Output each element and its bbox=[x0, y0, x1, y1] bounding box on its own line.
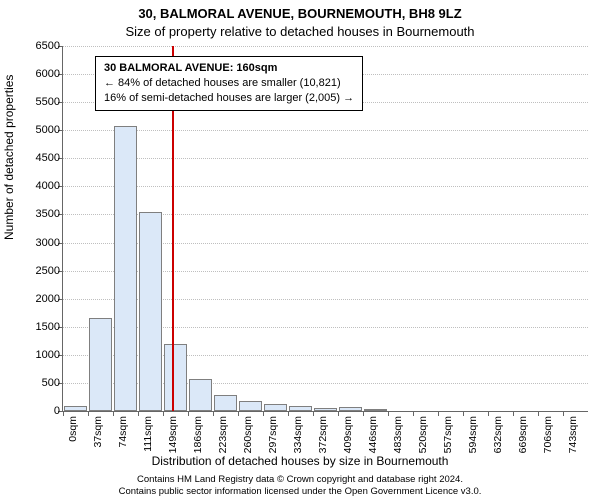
x-tick-label: 260sqm bbox=[242, 416, 254, 476]
grid-line bbox=[63, 186, 588, 187]
info-line-3: 16% of semi-detached houses are larger (… bbox=[104, 91, 354, 106]
x-tick-label: 149sqm bbox=[167, 416, 179, 476]
bar bbox=[89, 318, 112, 411]
x-tick-mark bbox=[538, 411, 539, 416]
x-tick-mark bbox=[263, 411, 264, 416]
x-tick-mark bbox=[63, 411, 64, 416]
y-axis-label: Number of detached properties bbox=[2, 75, 16, 240]
plot-area: 30 BALMORAL AVENUE: 160sqm ← 84% of deta… bbox=[62, 46, 588, 412]
y-tick-label: 6500 bbox=[20, 40, 60, 52]
footer: Contains HM Land Registry data © Crown c… bbox=[0, 474, 600, 498]
x-tick-mark bbox=[288, 411, 289, 416]
x-tick-label: 111sqm bbox=[142, 416, 154, 476]
x-tick-mark bbox=[438, 411, 439, 416]
grid-line bbox=[63, 130, 588, 131]
bar bbox=[314, 408, 337, 411]
bar bbox=[364, 409, 387, 411]
x-tick-label: 223sqm bbox=[217, 416, 229, 476]
bar bbox=[114, 126, 137, 411]
bar bbox=[164, 344, 187, 411]
x-tick-label: 594sqm bbox=[467, 416, 479, 476]
x-tick-mark bbox=[188, 411, 189, 416]
x-tick-label: 372sqm bbox=[317, 416, 329, 476]
x-tick-mark bbox=[563, 411, 564, 416]
x-tick-label: 297sqm bbox=[267, 416, 279, 476]
info-box: 30 BALMORAL AVENUE: 160sqm ← 84% of deta… bbox=[95, 56, 363, 111]
y-tick-label: 6000 bbox=[20, 68, 60, 80]
x-tick-mark bbox=[113, 411, 114, 416]
info-line-1: 30 BALMORAL AVENUE: 160sqm bbox=[104, 61, 354, 76]
x-tick-label: 706sqm bbox=[542, 416, 554, 476]
bar bbox=[64, 406, 87, 411]
bar bbox=[239, 401, 262, 411]
x-tick-label: 334sqm bbox=[292, 416, 304, 476]
x-tick-label: 0sqm bbox=[67, 416, 79, 476]
x-tick-label: 520sqm bbox=[417, 416, 429, 476]
y-tick-label: 4000 bbox=[20, 180, 60, 192]
x-tick-label: 483sqm bbox=[392, 416, 404, 476]
x-tick-label: 743sqm bbox=[567, 416, 579, 476]
x-tick-mark bbox=[313, 411, 314, 416]
x-tick-mark bbox=[338, 411, 339, 416]
x-tick-label: 632sqm bbox=[492, 416, 504, 476]
x-tick-label: 446sqm bbox=[367, 416, 379, 476]
x-tick-mark bbox=[513, 411, 514, 416]
x-tick-mark bbox=[138, 411, 139, 416]
y-tick-label: 5000 bbox=[20, 124, 60, 136]
grid-line bbox=[63, 158, 588, 159]
bar bbox=[289, 406, 312, 411]
title-main: 30, BALMORAL AVENUE, BOURNEMOUTH, BH8 9L… bbox=[0, 6, 600, 21]
info-line-2: ← 84% of detached houses are smaller (10… bbox=[104, 76, 354, 91]
x-tick-mark bbox=[238, 411, 239, 416]
y-tick-label: 5500 bbox=[20, 96, 60, 108]
x-tick-mark bbox=[388, 411, 389, 416]
x-tick-mark bbox=[413, 411, 414, 416]
x-tick-mark bbox=[488, 411, 489, 416]
chart-container: 30, BALMORAL AVENUE, BOURNEMOUTH, BH8 9L… bbox=[0, 0, 600, 500]
x-tick-label: 669sqm bbox=[517, 416, 529, 476]
y-tick-label: 3500 bbox=[20, 208, 60, 220]
bar bbox=[214, 395, 237, 411]
bar bbox=[339, 407, 362, 411]
y-tick-label: 1000 bbox=[20, 349, 60, 361]
y-tick-label: 1500 bbox=[20, 321, 60, 333]
x-tick-mark bbox=[163, 411, 164, 416]
grid-line bbox=[63, 46, 588, 47]
y-tick-label: 3000 bbox=[20, 237, 60, 249]
title-sub: Size of property relative to detached ho… bbox=[0, 24, 600, 39]
y-tick-label: 0 bbox=[20, 405, 60, 417]
x-tick-label: 409sqm bbox=[342, 416, 354, 476]
x-tick-mark bbox=[363, 411, 364, 416]
y-tick-label: 500 bbox=[20, 377, 60, 389]
x-tick-mark bbox=[88, 411, 89, 416]
x-tick-label: 557sqm bbox=[442, 416, 454, 476]
footer-line-1: Contains HM Land Registry data © Crown c… bbox=[0, 474, 600, 486]
y-tick-label: 2000 bbox=[20, 293, 60, 305]
y-tick-label: 2500 bbox=[20, 265, 60, 277]
bar bbox=[139, 212, 162, 411]
x-tick-label: 74sqm bbox=[117, 416, 129, 476]
x-tick-label: 37sqm bbox=[92, 416, 104, 476]
bar bbox=[189, 379, 212, 411]
x-tick-mark bbox=[213, 411, 214, 416]
y-tick-label: 4500 bbox=[20, 152, 60, 164]
footer-line-2: Contains public sector information licen… bbox=[0, 486, 600, 498]
x-tick-label: 186sqm bbox=[192, 416, 204, 476]
bar bbox=[264, 404, 287, 411]
x-tick-mark bbox=[463, 411, 464, 416]
